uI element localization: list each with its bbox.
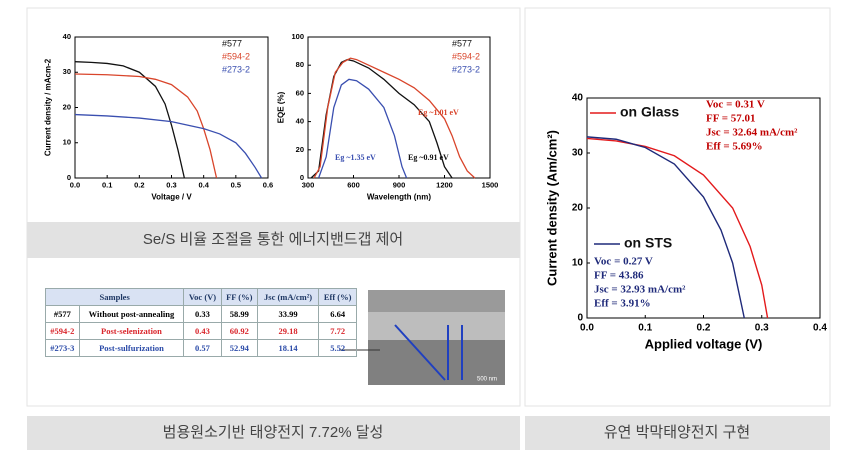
y-tick-label: 40 [572,93,584,104]
x-tick-label: 0.1 [102,180,112,189]
series-line [75,62,184,178]
series-line [319,79,407,178]
legend-label: #594-2 [222,51,250,61]
x-tick-label: 0.2 [134,180,144,189]
x-tick-label: 0.6 [263,180,273,189]
annotation: FF = 57.01 [706,113,756,125]
x-tick-label: 900 [393,180,406,189]
annotation: FF = 43.86 [594,270,644,282]
x-axis-label: Wavelength (nm) [367,193,431,202]
y-tick-label: 10 [63,138,71,147]
header: Eff (%) [319,289,357,306]
cell: #594-2 [46,323,80,340]
header: FF (%) [221,289,257,306]
cell: 7.72 [319,323,357,340]
annotation: Eff = 5.69% [706,141,763,153]
results-table: SamplesVoc (V)FF (%)Jsc (mA/cm²)Eff (%) … [45,288,357,357]
x-tick-label: 0.4 [198,180,209,189]
legend-label: #273-2 [222,64,250,74]
y-tick-label: 40 [296,117,304,126]
series-line [75,74,217,178]
annotation: Eg ~1.01 eV [418,108,459,117]
header: Voc (V) [184,289,221,306]
cell: 6.64 [319,306,357,323]
cell: Post-selenization [79,323,184,340]
cell: Without post-annealing [79,306,184,323]
y-axis-label: Current density / mAcm-2 [44,58,53,156]
x-tick-label: 1200 [436,180,453,189]
y-axis-label: EQE (%) [277,91,286,123]
cell: 29.18 [257,323,318,340]
y-tick-label: 0 [300,173,304,182]
y-tick-label: 40 [63,32,71,41]
cell: 5.52 [319,340,357,357]
legend-label: #594-2 [452,51,480,61]
annotation: Eff = 3.91% [594,298,651,310]
cell: #577 [46,306,80,323]
cell: 60.92 [221,323,257,340]
annotation: Jsc = 32.64 mA/cm² [706,127,798,139]
x-tick-label: 0.0 [70,180,80,189]
legend-label: on Glass [620,104,679,120]
cell: 0.43 [184,323,221,340]
x-tick-label: 0.2 [697,323,711,334]
x-tick-label: 0.5 [231,180,241,189]
annotation: Voc = 0.31 V [706,99,765,111]
y-axis-label: Current density (Am/cm²) [544,130,559,286]
cell: #273-3 [46,340,80,357]
caption: Se/S 비율 조절을 통한 에너지밴드갭 제어 [143,231,403,248]
scale-label: 500 nm [477,377,497,383]
series-line [75,115,262,178]
caption: 범용원소기반 태양전지 7.72% 달성 [163,424,384,441]
y-tick-label: 30 [63,67,71,76]
cell: 18.14 [257,340,318,357]
annotation: Eg ~0.91 eV [408,153,449,162]
y-tick-label: 30 [572,148,584,159]
y-tick-label: 20 [572,203,584,214]
x-tick-label: 600 [347,180,360,189]
cell: 0.33 [184,306,221,323]
cell: 0.57 [184,340,221,357]
y-tick-label: 20 [296,145,304,154]
x-axis-label: Voltage / V [151,193,192,202]
legend-label: #273-2 [452,64,480,74]
header: Samples [46,289,184,306]
legend-label: #577 [452,38,472,48]
x-tick-label: 0.4 [813,323,827,334]
cell: 33.99 [257,306,318,323]
sem-image: 500 nm [340,290,505,385]
x-tick-label: 0.1 [638,323,652,334]
y-tick-label: 0 [577,313,583,324]
x-tick-label: 0.0 [580,323,594,334]
x-tick-label: 0.3 [755,323,769,334]
cell: 58.99 [221,306,257,323]
y-tick-label: 0 [67,173,71,182]
annotation: Jsc = 32.93 mA/cm² [594,284,686,296]
y-tick-label: 80 [296,60,304,69]
cell: 52.94 [221,340,257,357]
legend-label: #577 [222,38,242,48]
x-tick-label: 0.3 [166,180,176,189]
annotation: Eg ~1.35 eV [335,153,376,162]
caption: 유연 박막태양전지 구현 [604,424,750,441]
header: Jsc (mA/cm²) [257,289,318,306]
y-tick-label: 10 [572,258,584,269]
y-tick-label: 100 [291,32,304,41]
annotation: Voc = 0.27 V [594,256,653,268]
x-tick-label: 1500 [482,180,499,189]
cell: Post-sulfurization [79,340,184,357]
y-tick-label: 60 [296,88,304,97]
x-axis-label: Applied voltage (V) [645,336,763,351]
legend-label: on STS [624,235,672,251]
y-tick-label: 20 [63,102,71,111]
